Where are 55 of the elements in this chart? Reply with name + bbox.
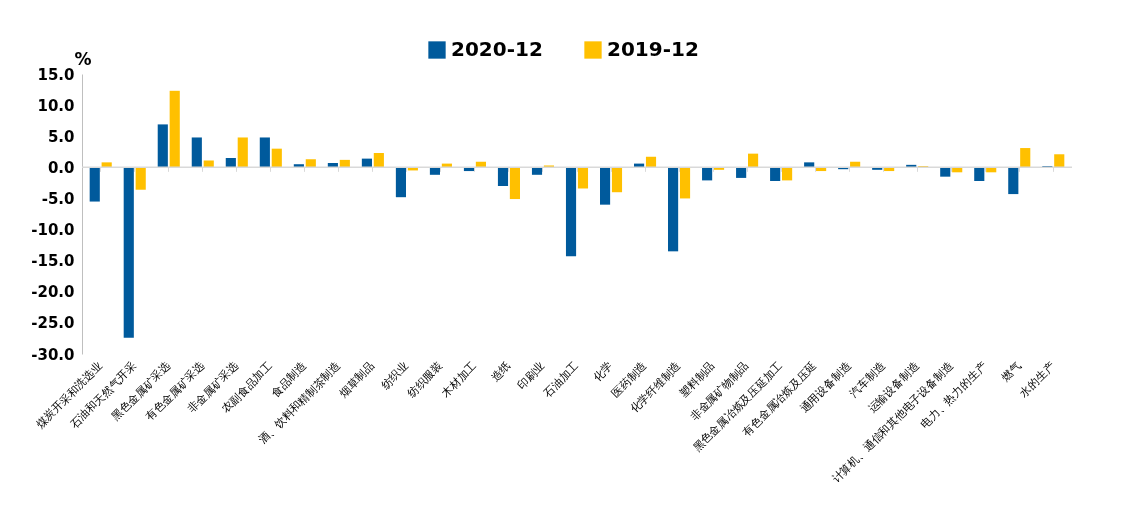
bar [599, 167, 611, 205]
bar [565, 167, 577, 257]
bar [679, 167, 691, 199]
bar [1020, 148, 1031, 168]
bar [259, 137, 270, 168]
bar [89, 167, 100, 202]
bar [509, 167, 520, 200]
y-tick-label: 5.0 [47, 127, 75, 146]
x-tick-label: 化学 [590, 359, 616, 385]
x-tick-label: 造纸 [488, 359, 514, 385]
bar [940, 167, 951, 177]
bar [305, 159, 316, 168]
bar [339, 159, 350, 168]
bar [373, 153, 384, 168]
bar [361, 158, 372, 168]
y-tick-label: -20.0 [31, 283, 75, 302]
legend-label: 2020-12 [451, 37, 543, 61]
bar [101, 162, 112, 168]
bar [782, 167, 793, 181]
y-tick-label: -30.0 [31, 345, 75, 364]
bar [645, 156, 657, 168]
bar [191, 137, 202, 168]
y-tick-label: -5.0 [41, 189, 75, 208]
bar [237, 137, 248, 168]
y-axis-title: % [74, 48, 92, 69]
bar [157, 124, 168, 168]
bar [702, 167, 713, 181]
y-tick-label: -25.0 [31, 314, 75, 333]
bar [327, 162, 338, 168]
y-tick-label: -10.0 [31, 221, 75, 240]
bar [668, 167, 679, 252]
x-tick-label: 燃气 [998, 359, 1024, 385]
bar [135, 167, 146, 190]
bar [974, 167, 985, 182]
y-tick-label: -15.0 [31, 252, 75, 271]
bar [804, 162, 815, 168]
bar [748, 153, 759, 168]
y-tick-label: 10.0 [37, 96, 75, 115]
bar [577, 167, 589, 189]
bar [395, 167, 406, 198]
legend-label: 2019-12 [607, 37, 699, 61]
bar [123, 167, 134, 338]
bar [497, 167, 509, 186]
bar [1054, 154, 1065, 168]
bar [225, 158, 236, 168]
bar [293, 164, 304, 168]
bar [1008, 167, 1019, 195]
y-tick-label: 15.0 [37, 65, 75, 84]
bar [203, 160, 214, 168]
bar [169, 90, 180, 168]
bar [611, 167, 623, 193]
bar [736, 167, 747, 178]
bar [770, 167, 781, 182]
bar [271, 148, 282, 168]
y-tick-label: 0.0 [47, 158, 75, 177]
